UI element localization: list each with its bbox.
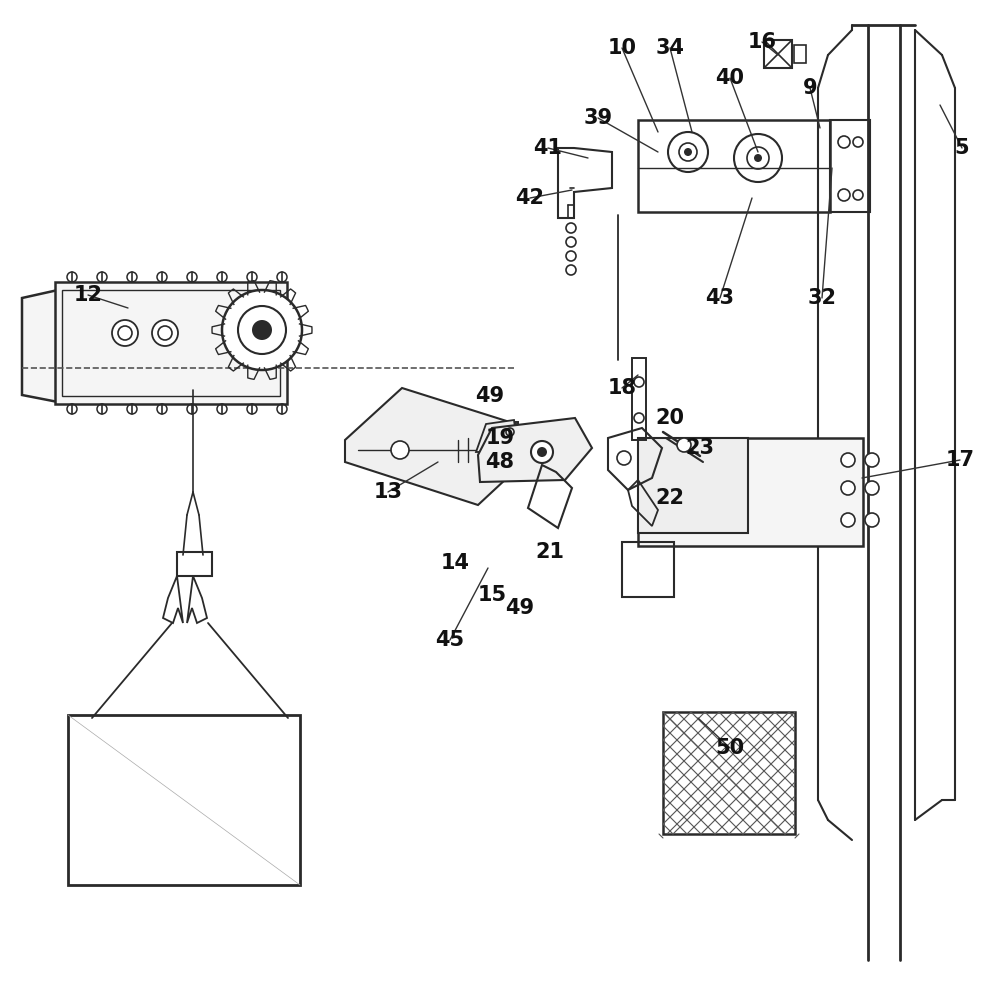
Text: 23: 23 bbox=[686, 438, 714, 458]
Bar bbox=[55, 282, 287, 404]
Circle shape bbox=[684, 148, 692, 156]
Circle shape bbox=[531, 441, 553, 463]
Bar bbox=[68, 715, 300, 885]
Text: 49: 49 bbox=[475, 386, 505, 406]
Polygon shape bbox=[345, 388, 535, 505]
Text: 43: 43 bbox=[706, 288, 734, 308]
Text: 21: 21 bbox=[536, 542, 564, 562]
Bar bbox=[663, 712, 795, 834]
Circle shape bbox=[677, 438, 691, 452]
Circle shape bbox=[841, 453, 855, 467]
Text: 42: 42 bbox=[516, 188, 544, 208]
Text: 10: 10 bbox=[608, 38, 637, 58]
Text: 12: 12 bbox=[74, 285, 103, 305]
Text: 18: 18 bbox=[608, 378, 637, 398]
Text: 13: 13 bbox=[374, 482, 402, 502]
Bar bbox=[632, 358, 646, 440]
Circle shape bbox=[841, 481, 855, 495]
Text: 40: 40 bbox=[716, 68, 744, 88]
Text: 17: 17 bbox=[946, 450, 974, 470]
Text: 14: 14 bbox=[440, 553, 470, 573]
Text: 5: 5 bbox=[955, 138, 969, 158]
Text: 20: 20 bbox=[656, 408, 684, 428]
Bar bbox=[830, 120, 870, 212]
Circle shape bbox=[391, 441, 409, 459]
Bar bbox=[764, 40, 792, 68]
Bar bbox=[502, 422, 518, 474]
Text: 15: 15 bbox=[477, 585, 507, 605]
Text: 19: 19 bbox=[485, 428, 515, 448]
Polygon shape bbox=[22, 290, 58, 402]
Text: 48: 48 bbox=[486, 452, 514, 472]
Text: 41: 41 bbox=[534, 138, 562, 158]
Bar bbox=[177, 552, 212, 576]
Polygon shape bbox=[476, 420, 518, 452]
Circle shape bbox=[537, 447, 547, 457]
Bar bbox=[622, 542, 674, 597]
Text: 49: 49 bbox=[505, 598, 535, 618]
Bar bbox=[794, 45, 806, 63]
Text: 9: 9 bbox=[803, 78, 817, 98]
Circle shape bbox=[865, 513, 879, 527]
Text: 16: 16 bbox=[748, 32, 776, 52]
Circle shape bbox=[252, 320, 272, 340]
Text: 39: 39 bbox=[583, 108, 613, 128]
Text: 45: 45 bbox=[435, 630, 465, 650]
Text: 34: 34 bbox=[656, 38, 684, 58]
Bar bbox=[638, 438, 748, 533]
Bar bbox=[62, 290, 280, 396]
Circle shape bbox=[841, 513, 855, 527]
Circle shape bbox=[152, 320, 178, 346]
Circle shape bbox=[865, 453, 879, 467]
Text: 22: 22 bbox=[656, 488, 684, 508]
Circle shape bbox=[222, 290, 302, 370]
Text: 50: 50 bbox=[715, 738, 745, 758]
Circle shape bbox=[617, 451, 631, 465]
Polygon shape bbox=[478, 418, 592, 482]
Text: 32: 32 bbox=[808, 288, 836, 308]
Circle shape bbox=[754, 154, 762, 162]
Circle shape bbox=[112, 320, 138, 346]
Bar bbox=[638, 120, 830, 212]
Bar bbox=[638, 438, 863, 546]
Circle shape bbox=[865, 481, 879, 495]
